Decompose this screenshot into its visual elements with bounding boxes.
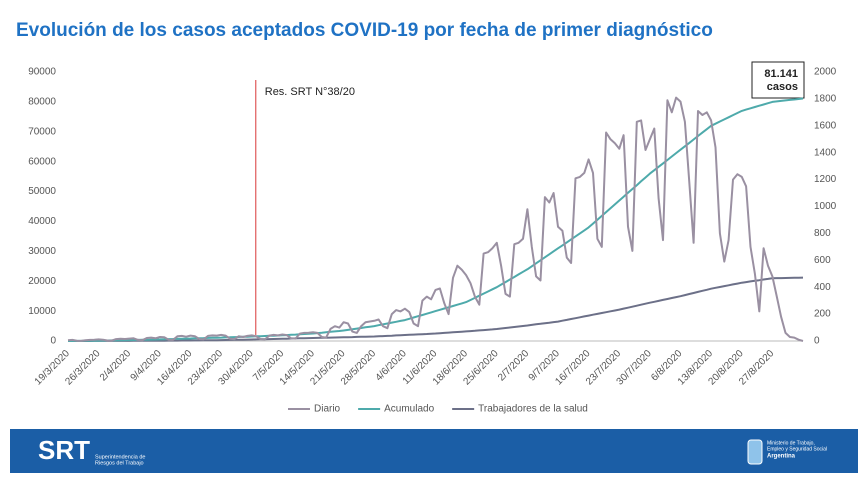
y-tick-label: 60000: [28, 156, 56, 167]
y-tick-label: 40000: [28, 216, 56, 227]
y-tick-label: 30000: [28, 246, 56, 257]
y2-tick-label: 1200: [814, 174, 837, 185]
y-tick-label: 50000: [28, 186, 56, 197]
y2-tick-label: 600: [814, 255, 831, 266]
y2-tick-label: 200: [814, 309, 831, 320]
footer-shield: [747, 439, 763, 465]
callout-box: [751, 61, 805, 99]
footer-logo-sub: Superintendencia de: [95, 454, 145, 460]
annotation: Res. SRT N°38/20: [265, 86, 355, 98]
footer-ministry: Empleo y Seguridad Social: [767, 446, 827, 452]
y-tick-label: 0: [50, 336, 56, 347]
y-tick-label: 20000: [28, 276, 56, 287]
legend-label: Diario: [314, 404, 341, 415]
y-tick-label: 90000: [28, 67, 56, 78]
y-tick-label: 80000: [28, 97, 56, 108]
legend-label: Trabajadores de la salud: [478, 404, 588, 415]
footer-ministry: Ministerio de Trabajo,: [767, 440, 815, 446]
footer-band: [10, 429, 858, 473]
chart-title: Evolución de los casos aceptados COVID-1…: [16, 20, 713, 41]
footer-ministry: Argentina: [767, 454, 796, 460]
series-line: [67, 96, 804, 342]
y2-tick-label: 1400: [814, 147, 837, 158]
y2-tick-label: 400: [814, 282, 831, 293]
series-line: [68, 276, 804, 342]
y-tick-label: 10000: [28, 306, 56, 317]
y2-tick-label: 1800: [814, 94, 837, 105]
series-line: [68, 97, 804, 342]
y-tick-label: 70000: [28, 126, 56, 137]
footer-logo: SRT: [38, 435, 90, 465]
legend-label: Acumulado: [384, 404, 434, 415]
y2-tick-label: 0: [814, 336, 820, 347]
y2-tick-label: 800: [814, 228, 831, 239]
y2-tick-label: 2000: [814, 67, 837, 78]
y2-tick-label: 1000: [814, 201, 837, 212]
footer-logo-sub: Riesgos del Trabajo: [95, 460, 144, 466]
y2-tick-label: 1600: [814, 120, 837, 131]
callout: 81.141 casos: [764, 68, 798, 93]
